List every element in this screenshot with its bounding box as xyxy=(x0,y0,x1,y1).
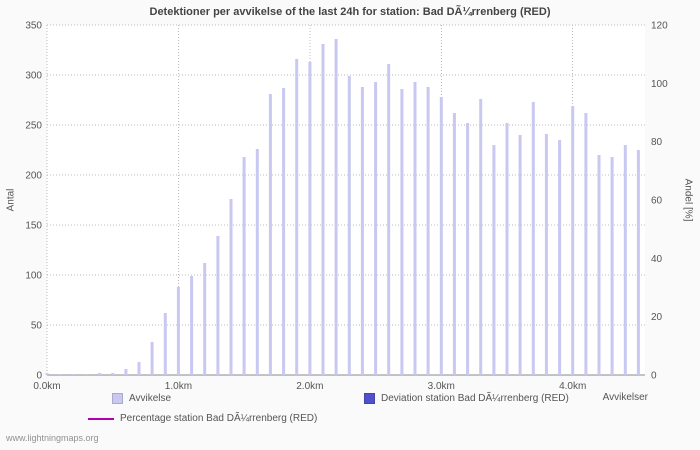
svg-text:300: 300 xyxy=(25,71,42,82)
y-axis-label-antal: Antal xyxy=(5,188,17,212)
legend-swatch-deviation xyxy=(364,393,375,404)
svg-text:20: 20 xyxy=(651,312,663,323)
svg-text:4.0km: 4.0km xyxy=(559,381,586,392)
svg-text:3.0km: 3.0km xyxy=(428,381,455,392)
legend-item-avvikelse: Avvikelse xyxy=(112,393,171,404)
svg-text:250: 250 xyxy=(25,121,42,132)
legend-label-deviation: Deviation station Bad DÃ¼rrenberg (RED) xyxy=(381,393,569,404)
svg-text:80: 80 xyxy=(651,137,663,148)
svg-text:0.0km: 0.0km xyxy=(33,381,60,392)
svg-text:120: 120 xyxy=(651,21,668,32)
legend-item-percentage: Percentage station Bad DÃ¼rrenberg (RED) xyxy=(88,413,317,424)
chart-title: Detektioner per avvikelse of the last 24… xyxy=(149,6,551,18)
svg-text:150: 150 xyxy=(25,221,42,232)
svg-text:0: 0 xyxy=(651,371,657,382)
legend-item-deviation: Deviation station Bad DÃ¼rrenberg (RED) xyxy=(364,393,569,404)
y-axis-label-andel: Andel [%] xyxy=(682,178,694,222)
x-axis-label-avvikelser: Avvikelser xyxy=(602,392,648,403)
watermark: www.lightningmaps.org xyxy=(6,433,99,443)
svg-text:1.0km: 1.0km xyxy=(165,381,192,392)
legend-swatch-avvikelse xyxy=(112,393,123,404)
legend-label-percentage: Percentage station Bad DÃ¼rrenberg (RED) xyxy=(120,413,318,424)
svg-text:100: 100 xyxy=(25,271,42,282)
svg-text:0: 0 xyxy=(36,371,42,382)
svg-text:2.0km: 2.0km xyxy=(296,381,323,392)
legend-line-percentage xyxy=(88,417,114,420)
svg-text:350: 350 xyxy=(25,21,42,32)
svg-text:50: 50 xyxy=(31,321,43,332)
legend-label-avvikelse: Avvikelse xyxy=(129,393,172,404)
svg-text:60: 60 xyxy=(651,196,663,207)
svg-text:100: 100 xyxy=(651,79,668,90)
svg-text:40: 40 xyxy=(651,254,663,265)
svg-text:200: 200 xyxy=(25,171,42,182)
